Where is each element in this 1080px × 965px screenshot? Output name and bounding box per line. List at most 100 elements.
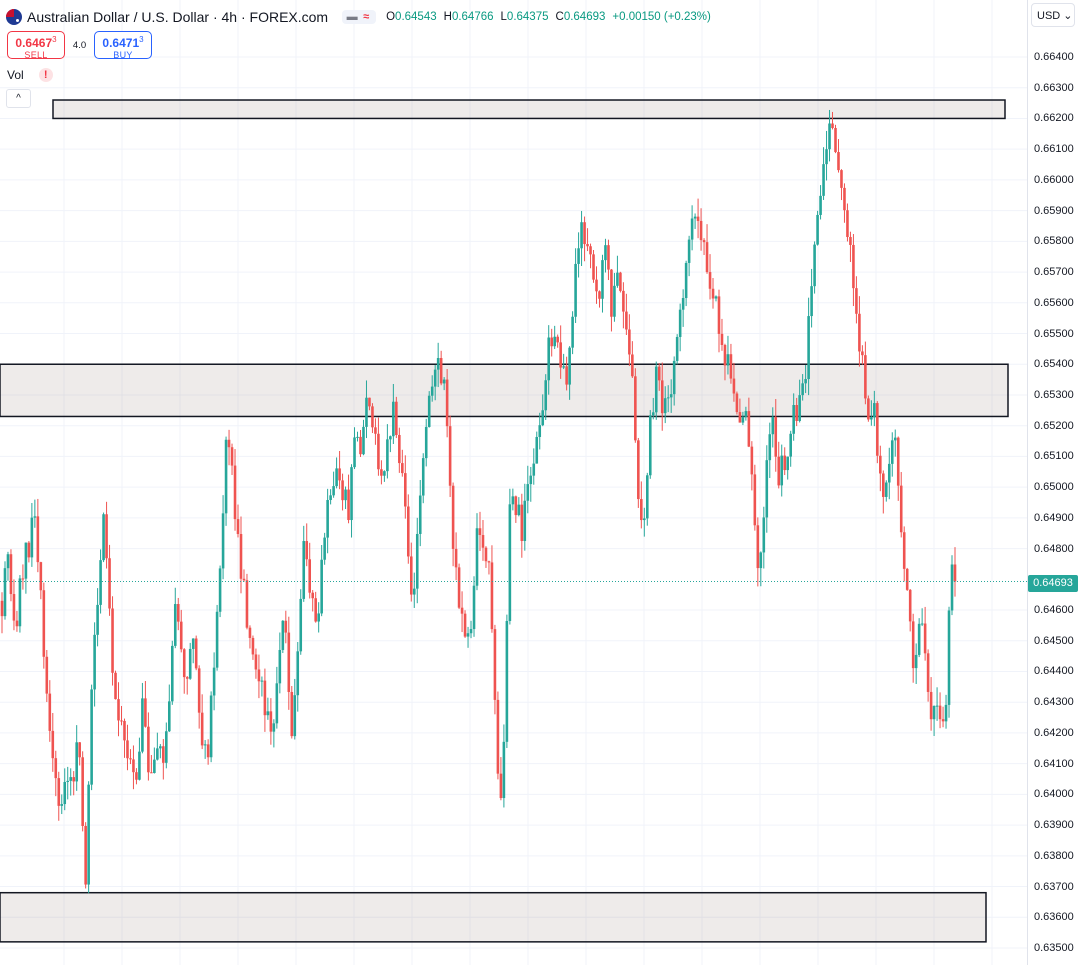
candle-body — [631, 354, 634, 377]
price-chart[interactable] — [0, 0, 1027, 965]
zone-box[interactable] — [0, 363, 1009, 418]
candle-body — [167, 701, 171, 732]
zone-layer[interactable] — [0, 99, 1009, 943]
candle-body — [753, 474, 757, 526]
candle-body — [433, 369, 437, 387]
candle-body — [932, 705, 936, 720]
candle-body — [675, 336, 679, 361]
candle-body — [257, 669, 261, 682]
candle-body — [156, 748, 159, 760]
candle-body — [284, 620, 288, 633]
candle-body — [822, 164, 825, 196]
trade-panel: 0.64673 SELL 4.0 0.64713 BUY — [7, 31, 152, 60]
price-tick-label: 0.64900 — [1034, 511, 1074, 524]
candle-body — [604, 245, 607, 261]
zone-box[interactable] — [0, 891, 987, 943]
candle-body — [427, 395, 431, 427]
candle-body — [182, 649, 186, 678]
candle-body — [194, 638, 198, 669]
spread-value: 4.0 — [72, 39, 87, 51]
candle-body — [144, 698, 147, 727]
candle-body — [245, 580, 249, 628]
candle-body — [726, 354, 730, 366]
candle-body — [499, 773, 503, 799]
buy-label: BUY — [113, 50, 133, 60]
candle-body — [108, 558, 111, 609]
candle-body — [923, 623, 927, 654]
aud-usd-flag-icon — [6, 9, 22, 25]
last-price-label: 0.64693 — [1028, 575, 1078, 592]
low-label: L — [500, 11, 507, 23]
candle-body — [759, 552, 763, 569]
candle-body — [487, 561, 491, 563]
currency-selector[interactable]: USD ⌄ — [1031, 3, 1075, 27]
candle-body — [884, 482, 888, 497]
candle-body — [625, 311, 628, 330]
candle-body — [684, 262, 688, 299]
candle-body — [129, 758, 132, 760]
symbol-title[interactable]: Australian Dollar / U.S. Dollar · 4h · F… — [27, 9, 329, 25]
candle-body — [111, 608, 114, 673]
candle-body — [583, 222, 586, 245]
candle-body — [589, 246, 592, 255]
candle-body — [879, 455, 882, 474]
price-tick-label: 0.64400 — [1034, 665, 1074, 678]
candle-body — [75, 742, 78, 782]
candle-body — [687, 239, 691, 263]
candle-body — [813, 244, 816, 287]
price-tick-label: 0.64600 — [1034, 604, 1074, 617]
zone-box[interactable] — [52, 99, 1006, 120]
candle-body — [619, 272, 622, 291]
candle-body — [762, 517, 766, 553]
candle-body — [678, 309, 682, 337]
candle-body — [950, 564, 954, 611]
candle-body — [102, 514, 105, 561]
candle-body — [717, 296, 721, 334]
candle-body — [6, 554, 10, 569]
candle-body — [341, 480, 344, 501]
legend-controls[interactable]: ▬ ≈ — [342, 10, 377, 24]
price-tick-label: 0.64800 — [1034, 542, 1074, 555]
price-axis[interactable] — [1027, 0, 1080, 965]
candle-body — [463, 613, 467, 637]
candle-body — [595, 279, 598, 292]
candle-body — [637, 440, 640, 500]
collapse-dash-icon[interactable]: ▬ — [346, 11, 358, 23]
candle-body — [87, 784, 90, 885]
candle-body — [645, 475, 649, 519]
candle-body — [935, 705, 939, 707]
ohlc-values: O0.64543 H0.64766 L0.64375 C0.64693 +0.0… — [386, 11, 711, 23]
price-tick-label: 0.64100 — [1034, 757, 1074, 770]
candle-body — [523, 500, 527, 541]
candle-body — [24, 542, 28, 579]
wave-icon[interactable]: ≈ — [363, 11, 370, 23]
candle-body — [699, 220, 703, 241]
candle-body — [529, 475, 533, 485]
warning-icon[interactable]: ! — [38, 68, 53, 82]
candle-body — [401, 463, 404, 474]
candle-body — [541, 410, 545, 426]
candle-body — [9, 554, 13, 595]
candle-body — [287, 632, 291, 692]
candle-body — [54, 758, 58, 779]
candle-body — [702, 240, 706, 243]
candle-body — [876, 403, 879, 456]
candle-body — [654, 366, 658, 413]
currency-label: USD — [1037, 10, 1061, 22]
candle-body — [738, 412, 742, 423]
candle-body — [508, 504, 512, 621]
candle-body — [114, 672, 117, 700]
buy-button[interactable]: 0.64713 BUY — [94, 31, 152, 60]
candle-body — [0, 600, 4, 617]
candle-body — [188, 648, 192, 679]
chevron-up-icon[interactable]: ^ — [6, 89, 31, 108]
volume-indicator-legend[interactable]: Vol ! — [7, 68, 53, 82]
candle-body — [30, 517, 34, 558]
candle-body — [170, 645, 174, 702]
candle-body — [436, 358, 440, 370]
volume-label[interactable]: Vol — [7, 68, 24, 82]
price-tick-label: 0.65600 — [1034, 296, 1074, 309]
sell-button[interactable]: 0.64673 SELL — [7, 31, 65, 60]
candle-body — [840, 170, 843, 188]
close-value: 0.64693 — [563, 11, 606, 23]
